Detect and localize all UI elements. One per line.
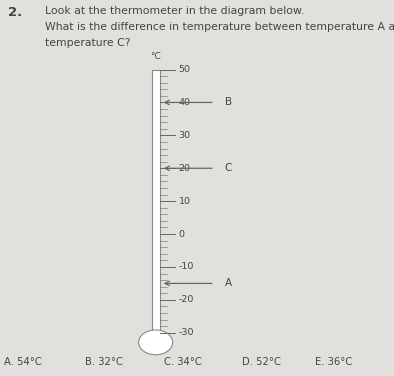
Text: A. 54°C: A. 54°C <box>4 356 42 367</box>
Text: -30: -30 <box>178 328 194 337</box>
Text: temperature C?: temperature C? <box>45 38 131 48</box>
Text: E. 36°C: E. 36°C <box>315 356 353 367</box>
Text: °C: °C <box>150 52 161 61</box>
Text: 2.: 2. <box>8 6 22 19</box>
Text: C. 34°C: C. 34°C <box>164 356 201 367</box>
Text: C: C <box>225 163 232 173</box>
Text: 40: 40 <box>178 98 190 107</box>
Text: B: B <box>225 97 232 108</box>
Text: 30: 30 <box>178 131 191 140</box>
FancyBboxPatch shape <box>152 70 160 333</box>
Text: 50: 50 <box>178 65 190 74</box>
Text: What is the difference in temperature between temperature A and: What is the difference in temperature be… <box>45 22 394 32</box>
Text: Look at the thermometer in the diagram below.: Look at the thermometer in the diagram b… <box>45 6 305 16</box>
Text: -10: -10 <box>178 262 194 271</box>
Text: 0: 0 <box>178 230 184 238</box>
Ellipse shape <box>139 330 173 355</box>
Text: -20: -20 <box>178 296 194 304</box>
Text: 20: 20 <box>178 164 190 173</box>
Text: D. 52°C: D. 52°C <box>242 356 281 367</box>
Text: 10: 10 <box>178 197 190 206</box>
Text: A: A <box>225 278 232 288</box>
Text: B. 32°C: B. 32°C <box>85 356 123 367</box>
